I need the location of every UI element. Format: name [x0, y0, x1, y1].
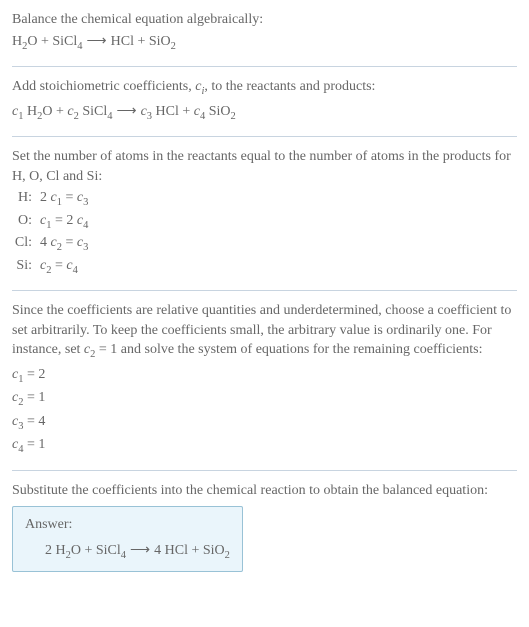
- atom-eq-cl: 4 c2 = c3: [40, 233, 88, 255]
- answer-box: Answer: 2 H2O + SiCl4⟶4 HCl + SiO2: [12, 506, 243, 572]
- section5-title: Substitute the coefficients into the che…: [12, 481, 517, 501]
- c3-val: c3 = 4: [12, 412, 517, 434]
- answer-equation: 2 H2O + SiCl4⟶4 HCl + SiO2: [25, 541, 230, 563]
- atom-eq-o: c1 = 2 c4: [40, 211, 88, 233]
- atom-row-h: H: 2 c1 = c3: [12, 188, 517, 210]
- atom-label-cl: Cl:: [12, 233, 40, 255]
- section1-equation: H2O + SiCl4⟶HCl + SiO2: [12, 32, 517, 54]
- atom-label-si: Si:: [12, 256, 40, 278]
- divider-1: [12, 66, 517, 67]
- c1-val: c1 = 2: [12, 365, 517, 387]
- atom-eq-h: 2 c1 = c3: [40, 188, 88, 210]
- section4-title: Since the coefficients are relative quan…: [12, 301, 517, 363]
- atom-row-cl: Cl: 4 c2 = c3: [12, 233, 517, 255]
- section-answer: Substitute the coefficients into the che…: [12, 481, 517, 573]
- divider-3: [12, 290, 517, 291]
- section2-equation: c1 H2O + c2 SiCl4⟶c3 HCl + c4 SiO2: [12, 102, 517, 124]
- section-solve: Since the coefficients are relative quan…: [12, 301, 517, 458]
- atom-row-si: Si: c2 = c4: [12, 256, 517, 278]
- section-stoich: Add stoichiometric coefficients, ci, to …: [12, 77, 517, 124]
- atom-row-o: O: c1 = 2 c4: [12, 211, 517, 233]
- section2-title: Add stoichiometric coefficients, ci, to …: [12, 77, 517, 99]
- divider-4: [12, 470, 517, 471]
- section1-title: Balance the chemical equation algebraica…: [12, 10, 517, 30]
- atom-label-h: H:: [12, 188, 40, 210]
- section2-title-pre: Add stoichiometric coefficients,: [12, 79, 195, 94]
- section-balance: Balance the chemical equation algebraica…: [12, 10, 517, 54]
- divider-2: [12, 136, 517, 137]
- c2-val: c2 = 1: [12, 388, 517, 410]
- coeff-values: c1 = 2 c2 = 1 c3 = 4 c4 = 1: [12, 365, 517, 458]
- atom-eq-si: c2 = c4: [40, 256, 78, 278]
- section-atoms: Set the number of atoms in the reactants…: [12, 147, 517, 278]
- answer-label: Answer:: [25, 515, 230, 535]
- section3-title: Set the number of atoms in the reactants…: [12, 147, 517, 186]
- c4-val: c4 = 1: [12, 435, 517, 457]
- section2-title-post: , to the reactants and products:: [204, 79, 375, 94]
- atom-label-o: O:: [12, 211, 40, 233]
